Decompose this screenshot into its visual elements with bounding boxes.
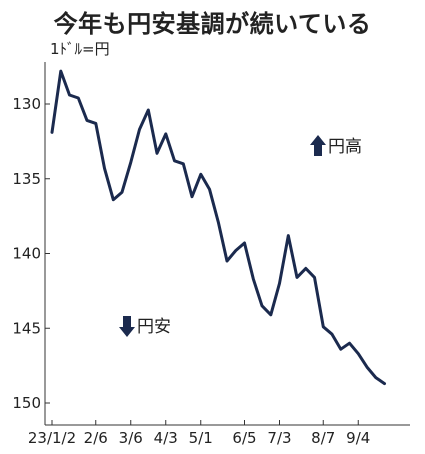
yen-strong-annotation: 円高 (310, 135, 362, 157)
x-tick-label: 3/6 (119, 429, 143, 447)
annotation-label: 円高 (328, 137, 362, 157)
x-tick-label: 23/1/2 (28, 429, 76, 447)
y-ticks: 130 135 140 145 150 (12, 95, 50, 412)
x-tick-label: 2/6 (84, 429, 108, 447)
annotation-label: 円安 (137, 317, 171, 337)
y-tick-label: 145 (12, 319, 41, 337)
series-line (50, 69, 386, 386)
y-tick-label: 130 (12, 95, 41, 113)
chart-title: 今年も円安基調が続いている (53, 10, 372, 38)
x-ticks: 23/1/2 2/6 3/6 4/3 5/1 6/5 7/3 8/7 9/4 (28, 420, 370, 447)
x-tick-label: 6/5 (232, 429, 256, 447)
x-tick-label: 9/4 (346, 429, 370, 447)
y-tick-label: 140 (12, 245, 41, 263)
arrow-down-icon (119, 316, 135, 337)
axes (44, 62, 410, 426)
y-unit-label: 1ﾄﾞﾙ=円 (50, 40, 110, 58)
x-tick-label: 4/3 (154, 429, 178, 447)
yen-weak-annotation: 円安 (119, 316, 171, 337)
x-tick-label: 7/3 (267, 429, 291, 447)
y-tick-label: 150 (12, 394, 41, 412)
arrow-up-icon (310, 135, 326, 156)
x-tick-label: 8/7 (311, 429, 335, 447)
x-tick-label: 5/1 (189, 429, 213, 447)
y-tick-label: 135 (12, 170, 41, 188)
